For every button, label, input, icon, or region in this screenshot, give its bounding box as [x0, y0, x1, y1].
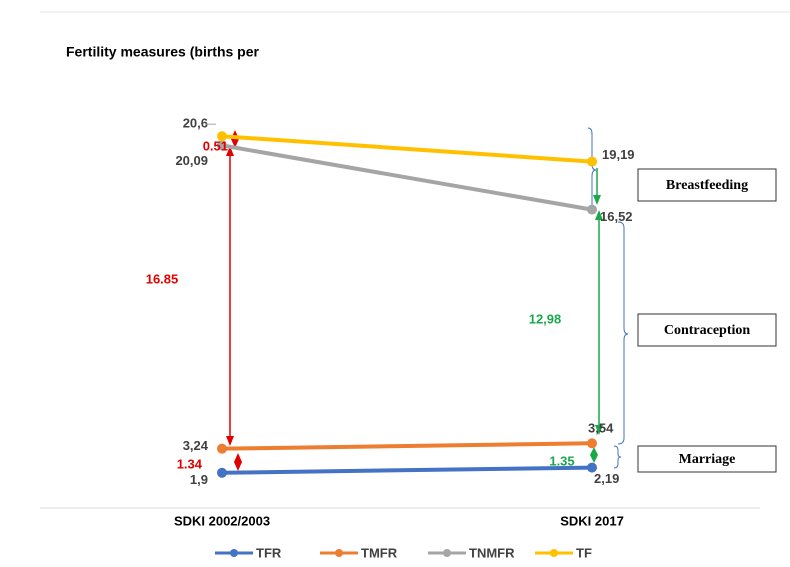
legend-marker	[230, 549, 238, 557]
annotation-shapes	[226, 127, 777, 473]
data-label: 16,52	[600, 209, 633, 224]
legend-label: TF	[576, 545, 592, 560]
point	[587, 156, 597, 167]
series-line	[221, 441, 593, 451]
data-label: 19,19	[602, 147, 635, 162]
legend-marker	[335, 549, 343, 557]
point	[217, 467, 227, 478]
point	[587, 438, 597, 449]
annotation: 16.85	[146, 271, 179, 286]
series-line	[221, 143, 593, 212]
data-label: 2,19	[594, 471, 619, 486]
series-line	[221, 134, 593, 164]
annotation: 12,98	[529, 311, 562, 326]
annotation-box-label: Marriage	[679, 452, 736, 467]
data-label: 1,9	[190, 472, 208, 487]
data-label: 20,09	[175, 153, 208, 168]
point	[217, 131, 227, 142]
legend-label: TNMFR	[469, 545, 515, 560]
data-label: 3,54	[588, 421, 614, 436]
series-line	[221, 465, 593, 475]
annotation: 1.34	[177, 456, 203, 471]
annotation-box-label: Breastfeeding	[666, 178, 748, 193]
annotation: 1.35	[549, 453, 574, 468]
legend-marker	[550, 549, 558, 557]
point	[587, 462, 597, 473]
annotation: 0.51	[203, 138, 228, 153]
point	[217, 140, 227, 151]
data-label: 3,24	[183, 438, 209, 453]
legend-label: TFR	[256, 545, 282, 560]
annotation-box-label: Contraception	[664, 323, 751, 338]
x-tick-label: SDKI 2002/2003	[174, 513, 270, 528]
data-label: 20,6	[183, 116, 208, 131]
legend-label: TMFR	[361, 545, 398, 560]
point	[587, 204, 597, 215]
legend-marker	[443, 549, 451, 557]
point	[217, 443, 227, 454]
chart-title: Fertility measures (births per	[66, 44, 260, 60]
x-tick-label: SDKI 2017	[560, 513, 624, 528]
